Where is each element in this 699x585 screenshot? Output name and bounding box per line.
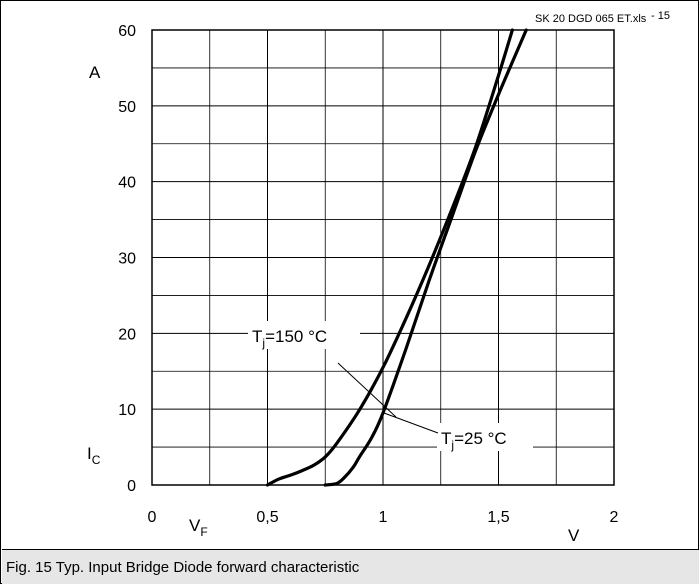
y-axis-label-main: I <box>87 444 92 463</box>
y-axis-label: IC <box>87 444 101 467</box>
tick-labels: 0 10 20 30 40 50 60 0 0,5 1 1,5 2 <box>118 23 618 526</box>
x-tick-label: 0,5 <box>256 509 278 526</box>
y-tick-label: 0 <box>127 478 136 495</box>
series-label-25-text: Tj=25 °C <box>441 429 507 452</box>
y-unit-label: A <box>89 63 101 82</box>
series-label-150-text: Tj=150 °C <box>252 327 327 350</box>
forward-characteristic-chart: 0 10 20 30 40 50 60 0 0,5 1 1,5 2 SK 20 DGD 065 ET.… <box>87 10 670 545</box>
y-axis-label-sub: C <box>92 453 101 467</box>
x-tick-label: 1,5 <box>487 509 509 526</box>
figure-caption: Fig. 15 Typ. Input Bridge Diode forward … <box>2 549 699 584</box>
x-tick-label: 1 <box>379 509 388 526</box>
x-tick-label: 0 <box>148 509 157 526</box>
series-label-25: Tj=25 °C <box>383 412 533 452</box>
x-unit-label: V <box>568 526 580 545</box>
series-line-tj-25 <box>323 28 528 487</box>
series-label-150: Tj=150 °C <box>248 321 397 418</box>
x-axis-label: VF <box>189 516 208 539</box>
y-tick-label: 40 <box>118 175 136 192</box>
x-axis-label-main: V <box>189 516 201 535</box>
series-label-150-bg <box>248 321 360 349</box>
file-suffix: - 15 <box>651 10 670 22</box>
x-axis-label-sub: F <box>200 525 207 539</box>
series-label-25-leader <box>383 412 439 434</box>
series-label-150-leader <box>337 362 397 418</box>
chart-grid <box>151 29 615 486</box>
plot-area-border <box>151 29 615 486</box>
y-tick-label: 20 <box>118 326 136 343</box>
x-tick-label: 2 <box>610 509 619 526</box>
series-label-25-bg <box>437 423 533 451</box>
file-label: SK 20 DGD 065 ET.xls <box>535 13 647 25</box>
y-tick-label: 60 <box>118 23 136 40</box>
y-tick-label: 30 <box>118 251 136 268</box>
y-tick-label: 10 <box>118 402 136 419</box>
series-curves <box>265 28 528 487</box>
y-tick-label: 50 <box>118 99 136 116</box>
